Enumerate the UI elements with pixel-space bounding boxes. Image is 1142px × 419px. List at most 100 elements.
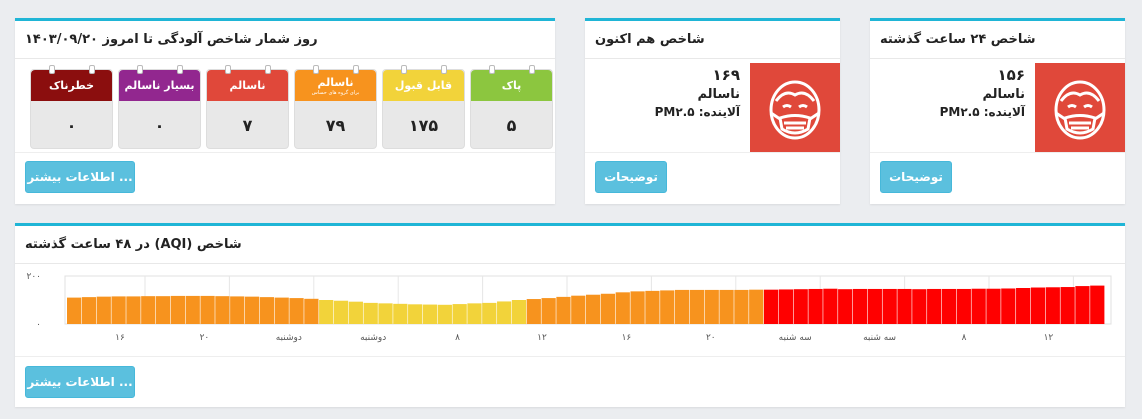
now-panel: شاخص هم اکنون ۱۶۹ ناسالم آلاینده: PM۲.۵ … [585,18,840,204]
history-more-button[interactable]: اطلاعات بیشتر ... [25,366,135,398]
day-tile: بسیار ناسالم ۰ [118,65,201,149]
chart-bar [170,295,186,324]
chart-bar [408,304,423,324]
days-header: روز شمار شاخص آلودگی تا امروز ۱۴۰۳/۰۹/۲۰ [15,21,555,59]
day-tile-count: ۷ [242,115,253,135]
chart-bar [67,297,82,324]
calendar-ring-icon [49,65,55,74]
chart-bar [1060,287,1075,324]
day-tile-label-text: خطرناک [48,79,94,92]
x-tick-label: ۱۲ [537,333,547,343]
chart-bar [763,289,779,324]
past24-info: ۱۵۶ ناسالم آلاینده: PM۲.۵ [940,66,1025,119]
history-title: شاخص (AQI) در ۴۸ ساعت گذشته [25,237,242,252]
chart-bar [882,288,897,324]
calendar-ring-icon [401,65,407,74]
now-level: ناسالم [697,87,740,102]
chart-bar [1016,288,1031,324]
chart-bar [81,297,97,324]
chart-bar [497,301,512,324]
now-value: ۱۶۹ [712,66,740,84]
chart-bar [971,288,986,324]
chart-bar [912,289,927,324]
past24-value: ۱۵۶ [997,66,1025,84]
past24-details-button[interactable]: توضیحات [880,161,952,193]
divider [15,152,555,153]
x-tick-label: دوشنبه [276,333,302,343]
day-tile: قابل قبول ۱۷۵ [382,65,465,149]
chart-bar [541,298,556,324]
day-tile-label-text: قابل قبول [394,79,453,92]
calendar-ring-icon [489,65,495,74]
days-more-button[interactable]: اطلاعات بیشتر ... [25,161,135,193]
chart-bar [1045,287,1060,324]
chart-bar [289,298,304,324]
divider [870,152,1125,153]
chart-bar [319,300,334,324]
chart-bar [363,302,378,324]
chart-bar [96,296,111,324]
chart-bar [1001,288,1016,324]
chart-bar [185,295,200,324]
divider [585,152,840,153]
chart-bar [823,288,838,324]
chart-bar [941,288,957,324]
chart-bar [230,296,245,324]
aqi-history-chart: ۰ ۲۰۰ ۱۶ ۲۰ دوشنبه دوشنبه ۸ ۱۲ ۱۶ ۲۰ سه شنبه سه شنب… [26,272,1112,343]
chart-bar [304,298,319,324]
now-details-button[interactable]: توضیحات [595,161,667,193]
chart-bar [749,289,764,324]
chart-bar [467,303,482,324]
chart-bar [126,296,141,324]
chart-bar [452,304,467,324]
chart-bar [600,293,616,324]
x-tick-label: دوشنبه [360,333,386,343]
history-panel: شاخص (AQI) در ۴۸ ساعت گذشته ۰ ۲۰۰ ۱۶ ۲۰ دوشن… [15,223,1125,407]
day-tile: خطرناک ۰ [30,65,113,149]
chart-bar [852,288,868,324]
chart-bar [215,296,230,324]
y-tick-label: ۰ [36,320,41,330]
chart-bar [1030,287,1046,324]
chart-bar [556,296,571,324]
x-tick-label: ۱۶ [622,333,632,343]
chart-bar [348,301,363,324]
day-tile: ناسالم ۷ [206,65,289,149]
calendar-ring-icon [529,65,535,74]
x-tick-label: ۲۰ [706,333,716,343]
chart-bar [719,289,734,324]
past24-panel: شاخص ۲۴ ساعت گذشته ۱۵۶ ناسالم آلاینده: P… [870,18,1125,204]
chart-bar [1075,286,1090,324]
chart-bar [571,295,586,324]
calendar-ring-icon [313,65,319,74]
chart-bar [155,296,171,324]
day-tile-count: ۰ [154,115,165,135]
day-tile-label-text: پاک [501,79,522,92]
x-tick-label: سه شنبه [779,333,812,343]
history-header: شاخص (AQI) در ۴۸ ساعت گذشته [15,226,1125,264]
chart-bar [867,288,882,324]
chart-bar [838,289,853,324]
calendar-ring-icon [137,65,143,74]
chart-bar [1090,285,1105,324]
chart-bar [482,302,497,324]
day-tile-label: قابل قبول [383,65,464,101]
chart-bar [200,295,215,324]
now-title: شاخص هم اکنون [595,32,705,47]
chart-bar [645,290,660,324]
day-tile: پاک ۵ [470,65,553,149]
past24-pollutant: آلاینده: PM۲.۵ [939,105,1025,119]
y-tick-label: ۲۰۰ [26,272,41,282]
chart-bar [793,289,808,324]
days-panel: روز شمار شاخص آلودگی تا امروز ۱۴۰۳/۰۹/۲۰… [15,18,555,204]
calendar-ring-icon [353,65,359,74]
chart-bar [437,304,452,324]
day-tile-count: ۱۷۵ [408,115,439,135]
past24-level: ناسالم [982,87,1025,102]
chart-bar [689,289,705,324]
day-tile-count: ۰ [66,115,77,135]
chart-bar [244,296,260,324]
calendar-ring-icon [177,65,183,74]
chart-bar [141,296,156,324]
chart-bar [986,288,1001,324]
